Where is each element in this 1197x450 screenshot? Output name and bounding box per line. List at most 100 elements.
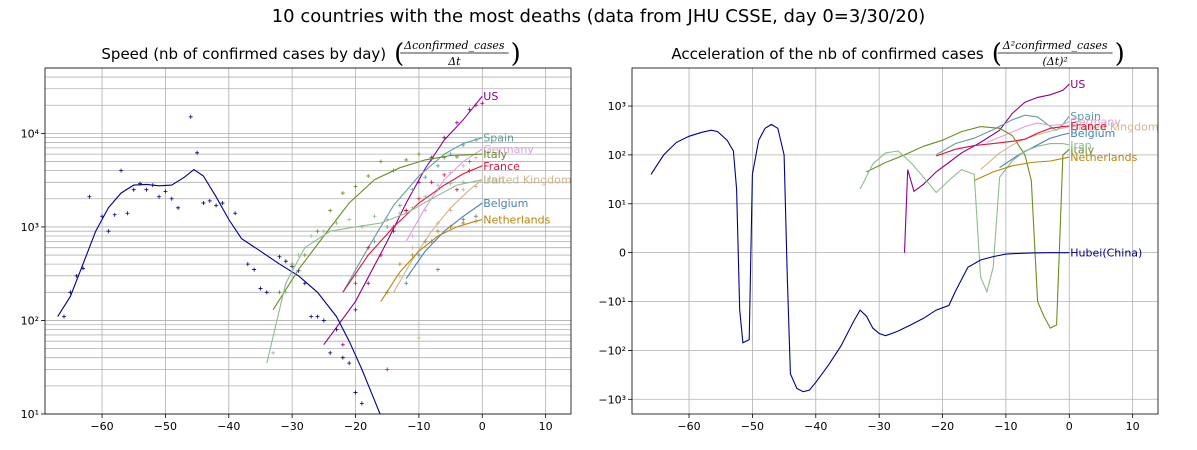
data-point	[163, 189, 168, 194]
data-point	[397, 273, 402, 278]
series-line-france	[936, 125, 1070, 157]
data-point	[461, 143, 466, 148]
series-belgium	[999, 132, 1070, 169]
data-point	[435, 163, 440, 168]
data-point	[473, 137, 478, 142]
series-label-netherlands: Netherlands	[483, 214, 550, 227]
data-point	[169, 196, 174, 201]
data-point	[410, 205, 415, 210]
series-label-france: France	[1070, 120, 1107, 133]
data-point	[62, 314, 67, 319]
series-line-germany	[986, 121, 1070, 143]
data-point	[353, 281, 358, 286]
series-germany	[986, 121, 1070, 143]
data-point	[353, 307, 358, 312]
series-label-belgium: Belgium	[483, 197, 528, 210]
x-tick-label: 0	[479, 420, 486, 433]
formula-right-paren: )	[511, 39, 521, 69]
series-iran	[266, 179, 483, 364]
axes-2: −60 −50 −40 −30 −20 −10 0 10 −10³ −10² −10¹ 0 10¹ 10²…	[598, 39, 1158, 433]
series-line-spain	[935, 114, 1070, 156]
series-label-belgium: Belgium	[1070, 127, 1115, 140]
x-tick-label: 10	[1126, 420, 1140, 433]
series-label-iran: Iran	[1070, 139, 1092, 152]
grid	[632, 68, 1158, 414]
data-point	[442, 135, 447, 140]
data-point	[302, 281, 307, 286]
series-line-italy	[272, 153, 483, 311]
series-label-france: France	[483, 160, 520, 173]
y-tick-label: 10³	[21, 221, 39, 234]
x-tick-label: −60	[90, 420, 113, 433]
series-italy	[272, 152, 483, 311]
series-label-germany: Germany	[483, 143, 534, 156]
formula-left-paren: (	[394, 39, 404, 69]
formula-right-paren: )	[1115, 39, 1125, 69]
x-tick-label: −50	[154, 420, 177, 433]
y-tick-label: 10¹	[608, 198, 626, 211]
data-point	[131, 187, 136, 192]
data-point	[435, 187, 440, 192]
data-point	[378, 159, 383, 164]
data-point	[391, 168, 396, 173]
series-germany	[405, 148, 483, 242]
data-point	[353, 390, 358, 395]
x-tick-label: −40	[217, 420, 240, 433]
data-point	[366, 174, 371, 179]
data-point	[410, 187, 415, 192]
data-point	[448, 181, 453, 186]
data-point	[378, 253, 383, 258]
data-point	[201, 201, 206, 206]
data-point	[461, 187, 466, 192]
series-line-iran	[266, 179, 483, 364]
data-point	[410, 233, 415, 238]
data-point	[87, 194, 92, 199]
series-label-germany: Germany	[1070, 116, 1121, 129]
series-line-us	[903, 83, 1070, 253]
series-label-italy: Italy	[483, 148, 507, 161]
data-point	[328, 208, 333, 213]
data-point	[328, 350, 333, 355]
data-point	[220, 201, 225, 206]
data-point	[277, 290, 282, 295]
series-label-hubei-china: Hubei(China)	[1070, 247, 1142, 260]
data-point	[321, 229, 326, 234]
series-line-belgium	[999, 132, 1070, 169]
y-tick-label: 10²	[608, 149, 626, 162]
data-point	[340, 355, 345, 360]
data-point	[473, 103, 478, 108]
series-line-hubei-china	[57, 168, 381, 414]
data-point	[435, 229, 440, 234]
data-point	[448, 208, 453, 213]
data-point	[461, 217, 466, 222]
data-point	[144, 187, 149, 192]
series-iran	[859, 143, 1070, 294]
data-point	[138, 181, 143, 186]
data-point	[423, 208, 428, 213]
grid	[45, 67, 571, 415]
formula-numerator: Δ²confirmed_cases	[1002, 39, 1108, 52]
data-point	[283, 259, 288, 264]
series-us	[323, 95, 485, 347]
axes-title: Speed (nb of confirmed cases by day) (Δco…	[101, 39, 520, 69]
data-point	[467, 159, 472, 164]
data-point	[106, 229, 111, 234]
data-point	[435, 267, 440, 272]
data-point	[435, 183, 440, 188]
axes-title: Acceleration of the nb of confirmed case…	[671, 39, 1124, 69]
data-point	[347, 361, 352, 366]
series-label-italy: Italy	[1070, 143, 1094, 156]
data-point	[423, 239, 428, 244]
series-line-italy	[866, 126, 1070, 329]
x-tick-label: 10	[539, 420, 553, 433]
data-point	[385, 367, 390, 372]
axes-title-text: Acceleration of the nb of confirmed case…	[671, 45, 984, 63]
data-point	[245, 262, 250, 267]
data-point	[473, 219, 478, 224]
data-point	[385, 217, 390, 222]
data-point	[385, 224, 390, 229]
data-point	[397, 262, 402, 267]
x-tick-label: −40	[804, 420, 827, 433]
data-point	[467, 107, 472, 112]
